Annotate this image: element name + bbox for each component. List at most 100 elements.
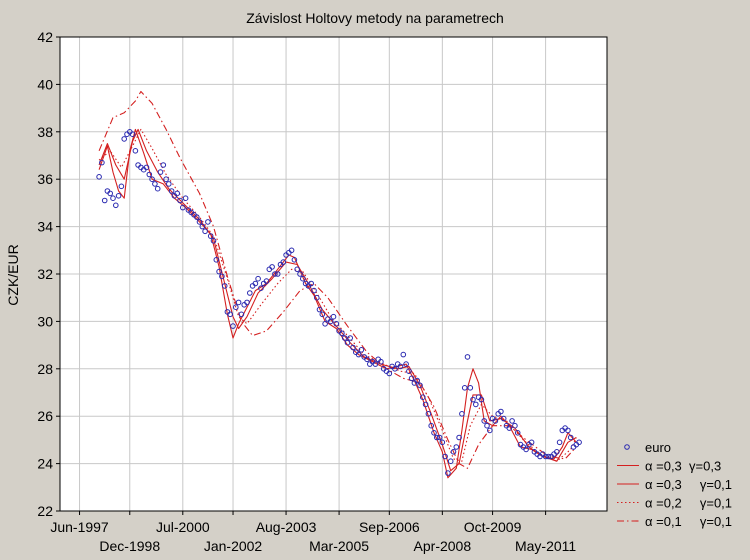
data-point (565, 427, 571, 434)
data-point (456, 434, 462, 441)
data-point (101, 197, 108, 204)
data-point (121, 136, 127, 142)
data-point (96, 174, 102, 180)
data-point (358, 347, 365, 353)
data-point (182, 195, 189, 201)
data-point (244, 299, 250, 306)
data-point (420, 394, 426, 401)
data-point (386, 370, 393, 377)
data-point (280, 259, 287, 265)
data-point (341, 335, 348, 341)
data-point (431, 430, 437, 436)
data-point (487, 427, 493, 434)
x-tick-label: Aug-2003 (256, 519, 317, 535)
x-tick-label: Jan-2002 (204, 538, 263, 554)
data-point (263, 278, 270, 284)
data-point (556, 439, 563, 446)
data-point (392, 366, 398, 372)
x-tick-label: Jun-1997 (50, 519, 109, 535)
legend-label: α =0,3 γ=0,3 (645, 459, 721, 474)
data-point (473, 401, 479, 408)
data-point (210, 238, 217, 244)
series-line-2 (98, 128, 577, 472)
y-axis-label: CZK/EUR (5, 244, 21, 305)
data-point (213, 257, 220, 263)
y-tick-label: 22 (37, 503, 53, 519)
data-point (311, 287, 317, 294)
chart-title: Závislost Holtovy metody na parametrech (246, 10, 504, 26)
data-point (258, 285, 264, 292)
data-point (272, 271, 278, 277)
data-point (436, 434, 443, 441)
y-tick-label: 38 (37, 124, 53, 140)
data-point (149, 176, 155, 182)
legend-marker (624, 444, 630, 450)
y-tick-label: 40 (37, 76, 53, 92)
legend: euro α =0,3 γ=0,3 α =0,3 γ=0,1 α =0,2 γ=0,1… (617, 440, 732, 529)
data-point (417, 382, 423, 389)
data-point (288, 247, 295, 254)
data-point (194, 214, 200, 220)
data-point (269, 264, 275, 270)
x-tick-label: May-2011 (515, 538, 576, 554)
data-point (252, 280, 259, 287)
data-point (542, 453, 549, 460)
x-tick-label: Dec-1998 (99, 538, 160, 554)
data-point (528, 439, 535, 446)
data-point (300, 275, 306, 282)
data-point (174, 190, 180, 197)
x-tick-label: Sep-2006 (359, 519, 420, 535)
data-point (166, 181, 172, 187)
data-point (177, 197, 183, 204)
x-tick-label: Jul-2000 (156, 519, 210, 535)
data-point (434, 434, 440, 441)
data-point (115, 193, 122, 199)
data-point (233, 304, 239, 311)
y-tick-label: 36 (37, 171, 53, 187)
data-point (146, 171, 153, 178)
data-point (202, 228, 208, 235)
data-point (514, 430, 521, 436)
series-line-4 (98, 90, 577, 469)
x-tick-label: Mar-2005 (309, 538, 369, 554)
y-tick-label: 30 (37, 313, 53, 329)
data-point (442, 453, 448, 460)
plot-frame (59, 36, 608, 512)
data-point (230, 323, 236, 329)
data-point (576, 439, 582, 446)
data-point (481, 418, 488, 424)
data-point (291, 257, 298, 263)
data-point (113, 202, 119, 209)
data-point (143, 164, 150, 171)
data-point (450, 449, 457, 455)
data-point (297, 271, 303, 277)
data-point (316, 306, 323, 313)
data-point (339, 330, 345, 337)
data-point (247, 290, 253, 296)
data-point (327, 318, 334, 325)
data-point (199, 223, 206, 230)
data-point (274, 271, 281, 277)
data-point (509, 418, 515, 424)
data-point (255, 275, 261, 282)
data-point (107, 190, 113, 197)
data-point (163, 176, 169, 182)
data-point (157, 169, 164, 175)
y-tick-label: 42 (37, 29, 53, 45)
data-point (467, 385, 474, 391)
data-point (221, 283, 228, 289)
data-point (408, 375, 415, 382)
data-point (500, 415, 507, 422)
y-tick-label: 24 (37, 456, 53, 472)
data-point (238, 311, 245, 318)
legend-label: α =0,3 γ=0,1 (645, 477, 732, 492)
data-point (308, 280, 315, 287)
data-point (347, 335, 354, 341)
plot-area: 22 24 26 28 30 32 34 36 38 40 42 Jun-1997 Dec-1998 Ju… (37, 29, 608, 554)
data-point (478, 396, 485, 403)
legend-label: α =0,2 γ=0,1 (645, 496, 732, 511)
data-point (498, 408, 504, 415)
data-point (403, 361, 409, 367)
x-tick-label: Apr-2008 (414, 538, 472, 554)
data-point (512, 422, 518, 429)
